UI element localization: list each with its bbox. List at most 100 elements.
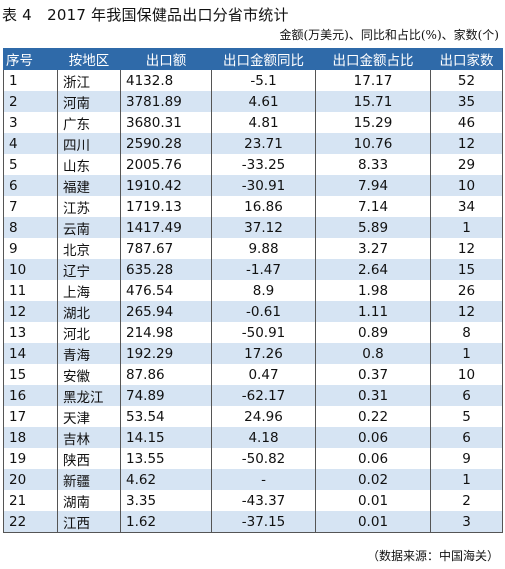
table-row: 2 河南 3781.89 4.61 15.71 35 <box>3 91 503 112</box>
table-cell: 21 <box>3 490 58 511</box>
table-cell: -37.15 <box>211 511 316 533</box>
table-cell: 上海 <box>57 280 121 301</box>
table-cell: 10 <box>430 364 503 385</box>
table-cell: 15 <box>430 259 503 280</box>
table-cell: 20 <box>3 469 58 490</box>
table-cell: 5 <box>3 154 58 175</box>
export-stats-table: 序号 按地区 出口额 出口金额同比 出口金额占比 出口家数 1 浙江 4132.8 -5.1 17… <box>3 48 503 533</box>
table-cell: -5.1 <box>211 70 316 91</box>
table-cell: 4.18 <box>211 427 316 448</box>
table-cell: 265.94 <box>120 301 212 322</box>
unit-note: 金额(万美元)、同比和占比(%)、家数(个) <box>279 28 500 42</box>
table-cell: 10.76 <box>315 133 431 154</box>
table-cell: 10 <box>3 259 58 280</box>
table-cell: 8 <box>430 322 503 343</box>
table-cell: 23.71 <box>211 133 316 154</box>
table-cell: 山东 <box>57 154 121 175</box>
table-cell: 福建 <box>57 175 121 196</box>
table-cell: 0.47 <box>211 364 316 385</box>
table-cell: 6 <box>430 385 503 406</box>
table-cell: 新疆 <box>57 469 121 490</box>
table-cell: 9 <box>3 238 58 259</box>
table-cell: 12 <box>430 301 503 322</box>
table-cell: 青海 <box>57 343 121 364</box>
table-cell: 8.9 <box>211 280 316 301</box>
column-header: 出口金额占比 <box>315 48 431 70</box>
table-cell: 0.89 <box>315 322 431 343</box>
table-row: 4 四川 2590.28 23.71 10.76 12 <box>3 133 503 154</box>
table-cell: 吉林 <box>57 427 121 448</box>
table-header-row: 序号 按地区 出口额 出口金额同比 出口金额占比 出口家数 <box>3 48 503 70</box>
table-cell: 12 <box>3 301 58 322</box>
table-cell: 787.67 <box>120 238 212 259</box>
table-cell: 1910.42 <box>120 175 212 196</box>
table-cell: 8 <box>3 217 58 238</box>
table-cell: 17 <box>3 406 58 427</box>
table-row: 16 黑龙江 74.89 -62.17 0.31 6 <box>3 385 503 406</box>
table-cell: 4 <box>3 133 58 154</box>
table-cell: -62.17 <box>211 385 316 406</box>
table-cell: 52 <box>430 70 503 91</box>
table-cell: 15.29 <box>315 112 431 133</box>
table-cell: -33.25 <box>211 154 316 175</box>
table-cell: 0.37 <box>315 364 431 385</box>
table-row: 19 陕西 13.55 -50.82 0.06 9 <box>3 448 503 469</box>
table-cell: 3.35 <box>120 490 212 511</box>
table-cell: 18 <box>3 427 58 448</box>
table-row: 14 青海 192.29 17.26 0.8 1 <box>3 343 503 364</box>
table-cell: 192.29 <box>120 343 212 364</box>
table-cell: 7 <box>3 196 58 217</box>
table-cell: 87.86 <box>120 364 212 385</box>
data-source-note: （数据来源：中国海关） <box>366 549 499 563</box>
table-cell: 安徽 <box>57 364 121 385</box>
table-row: 20 新疆 4.62-0.02 1 <box>3 469 503 490</box>
table-cell: 13.55 <box>120 448 212 469</box>
table-cell: 4.61 <box>211 91 316 112</box>
table-cell: -43.37 <box>211 490 316 511</box>
table-cell: 34 <box>430 196 503 217</box>
table-row: 1 浙江 4132.8 -5.1 17.17 52 <box>3 70 503 91</box>
table-cell: 3680.31 <box>120 112 212 133</box>
column-header: 出口家数 <box>430 48 503 70</box>
table-cell: 35 <box>430 91 503 112</box>
table-cell: 0.31 <box>315 385 431 406</box>
table-cell: 3781.89 <box>120 91 212 112</box>
table-cell: 北京 <box>57 238 121 259</box>
table-row: 11 上海 476.54 8.9 1.98 26 <box>3 280 503 301</box>
column-header: 按地区 <box>57 48 121 70</box>
table-cell: 24.96 <box>211 406 316 427</box>
table-cell: 5.89 <box>315 217 431 238</box>
table-cell: 1 <box>430 469 503 490</box>
table-cell: 9.88 <box>211 238 316 259</box>
table-cell: -50.82 <box>211 448 316 469</box>
table-row: 21 湖南 3.35 -43.37 0.01 2 <box>3 490 503 511</box>
table-cell: 0.06 <box>315 427 431 448</box>
table-cell: 0.02 <box>315 469 431 490</box>
table-cell: 14 <box>3 343 58 364</box>
table-cell: 1417.49 <box>120 217 212 238</box>
column-header: 出口金额同比 <box>211 48 316 70</box>
table-cell: -50.91 <box>211 322 316 343</box>
table-cell: 26 <box>430 280 503 301</box>
table-cell: 14.15 <box>120 427 212 448</box>
table-cell: 1.11 <box>315 301 431 322</box>
table-cell: 江苏 <box>57 196 121 217</box>
table-cell: 3.27 <box>315 238 431 259</box>
table-cell: 6 <box>3 175 58 196</box>
table-cell: 17.26 <box>211 343 316 364</box>
table-row: 18 吉林 14.15 4.18 0.06 6 <box>3 427 503 448</box>
table-cell: 16 <box>3 385 58 406</box>
table-cell: 2005.76 <box>120 154 212 175</box>
table-cell: -30.91 <box>211 175 316 196</box>
table-cell: 四川 <box>57 133 121 154</box>
table-cell: 15.71 <box>315 91 431 112</box>
table-cell: 1.98 <box>315 280 431 301</box>
table-cell: 4132.8 <box>120 70 212 91</box>
table-cell: 1 <box>3 70 58 91</box>
table-row: 13 河北 214.98 -50.91 0.89 8 <box>3 322 503 343</box>
table-cell: 53.54 <box>120 406 212 427</box>
table-cell: 2590.28 <box>120 133 212 154</box>
table-cell: 黑龙江 <box>57 385 121 406</box>
table-cell: 13 <box>3 322 58 343</box>
table-cell: 河北 <box>57 322 121 343</box>
